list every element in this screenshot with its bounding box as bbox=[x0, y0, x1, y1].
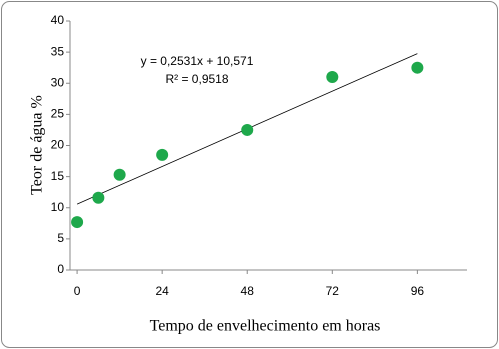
y-tick-label: 10 bbox=[51, 200, 65, 214]
data-point bbox=[71, 216, 84, 229]
y-tick-label: 15 bbox=[51, 169, 65, 183]
y-tick-label: 20 bbox=[51, 138, 65, 152]
data-point bbox=[411, 61, 424, 74]
y-tick-label: 35 bbox=[51, 44, 65, 58]
r-squared: R² = 0,9518 bbox=[165, 72, 228, 86]
x-tick-label: 48 bbox=[241, 284, 255, 298]
y-axis-label: Teor de água % bbox=[29, 95, 46, 195]
x-tick-label: 0 bbox=[74, 284, 81, 298]
equation: y = 0,2531x + 10,571 bbox=[141, 54, 254, 68]
x-tick-label: 24 bbox=[155, 284, 169, 298]
y-tick-label: 40 bbox=[51, 13, 65, 27]
data-point bbox=[113, 168, 126, 181]
x-axis-label: Tempo de envelhecimento em horas bbox=[150, 318, 381, 335]
data-point bbox=[326, 71, 339, 84]
data-point bbox=[92, 191, 105, 204]
y-tick-label: 25 bbox=[51, 107, 65, 121]
x-tick-label: 72 bbox=[326, 284, 340, 298]
x-tick-label: 96 bbox=[411, 284, 425, 298]
y-tick-label: 0 bbox=[57, 262, 64, 276]
y-tick-label: 30 bbox=[51, 75, 65, 89]
y-tick-label: 5 bbox=[57, 231, 64, 245]
data-point bbox=[241, 123, 254, 136]
data-point bbox=[156, 148, 169, 161]
